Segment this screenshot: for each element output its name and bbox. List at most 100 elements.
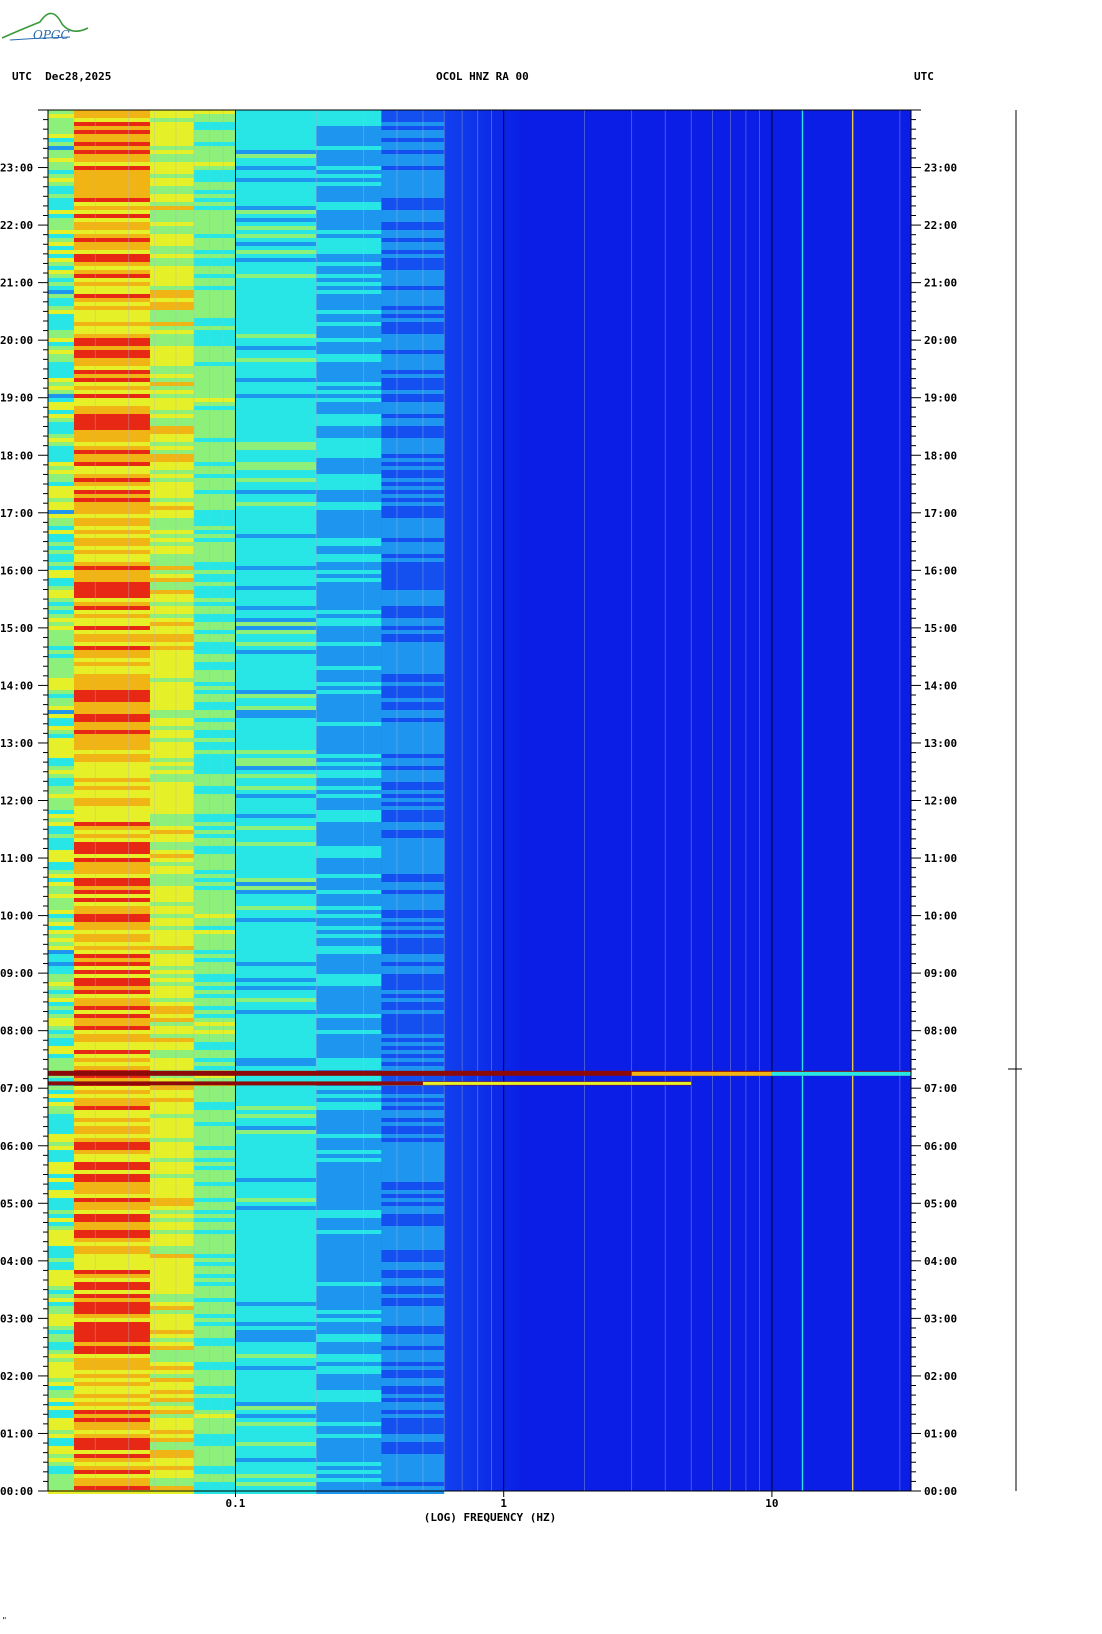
heat-cell — [149, 1134, 194, 1138]
heat-cell — [193, 610, 236, 614]
heat-cell — [48, 186, 74, 190]
heat-cell — [381, 1178, 445, 1182]
heat-cell — [48, 182, 74, 186]
heat-cell — [73, 690, 150, 694]
heat-cell — [48, 846, 74, 850]
heat-cell — [316, 474, 382, 478]
heat-cell — [149, 886, 194, 890]
heat-cell — [381, 1106, 445, 1110]
heat-cell — [48, 454, 74, 458]
heat-cell — [193, 534, 236, 538]
heat-cell — [235, 430, 317, 434]
heat-cell — [381, 266, 445, 270]
heat-cell — [193, 862, 236, 866]
heat-cell — [316, 286, 382, 290]
heat-cell — [316, 998, 382, 1002]
heat-cell — [73, 330, 150, 334]
heat-cell — [235, 714, 317, 718]
heat-cell — [73, 382, 150, 386]
heat-cell — [149, 1410, 194, 1414]
heat-cell — [149, 1238, 194, 1242]
heat-cell — [235, 966, 317, 970]
heat-cell — [193, 206, 236, 210]
heat-cell — [235, 438, 317, 442]
heat-cell — [235, 842, 317, 846]
heat-cell — [48, 1030, 74, 1034]
heat-cell — [235, 1382, 317, 1386]
heat-cell — [73, 478, 150, 482]
heat-cell — [316, 278, 382, 282]
heat-cell — [193, 602, 236, 606]
heat-cell — [73, 1126, 150, 1130]
heat-cell — [73, 614, 150, 618]
heat-cell — [316, 1374, 382, 1378]
heat-cell — [149, 470, 194, 474]
heat-cell — [73, 866, 150, 870]
heat-cell — [235, 414, 317, 418]
heat-cell — [149, 1350, 194, 1354]
heat-cell — [73, 1382, 150, 1386]
heat-cell — [149, 1254, 194, 1258]
heat-cell — [381, 114, 445, 118]
heat-cell — [73, 938, 150, 942]
heat-cell — [149, 1094, 194, 1098]
heat-cell — [235, 930, 317, 934]
heat-cell — [48, 850, 74, 854]
heat-cell — [48, 842, 74, 846]
y-tick-label-left: 02:00 — [0, 1370, 33, 1383]
y-tick-label-left: 07:00 — [0, 1082, 33, 1095]
heat-cell — [381, 1286, 445, 1290]
heat-cell — [193, 438, 236, 442]
heat-cell — [381, 1354, 445, 1358]
heat-cell — [193, 682, 236, 686]
heat-cell — [193, 594, 236, 598]
heat-cell — [73, 1298, 150, 1302]
heat-cell — [193, 122, 236, 126]
heat-cell — [316, 1182, 382, 1186]
heat-cell — [149, 198, 194, 202]
heat-cell — [381, 1210, 445, 1214]
heat-cell — [235, 1134, 317, 1138]
heat-cell — [193, 1442, 236, 1446]
heat-cell — [149, 734, 194, 738]
heat-cell — [316, 1338, 382, 1342]
heat-cell — [193, 1090, 236, 1094]
heat-cell — [73, 278, 150, 282]
heat-cell — [149, 1170, 194, 1174]
heat-cell — [381, 138, 445, 142]
heat-cell — [235, 402, 317, 406]
heat-cell — [193, 782, 236, 786]
heat-cell — [193, 426, 236, 430]
heat-cell — [316, 1266, 382, 1270]
heat-cell — [73, 1178, 150, 1182]
heat-cell — [235, 1086, 317, 1090]
heat-cell — [193, 358, 236, 362]
heat-cell — [73, 1166, 150, 1170]
heat-cell — [381, 1018, 445, 1022]
heat-cell — [193, 754, 236, 758]
heat-cell — [149, 702, 194, 706]
heat-cell — [48, 918, 74, 922]
y-tick-label-right: 06:00 — [924, 1140, 957, 1153]
heat-cell — [149, 726, 194, 730]
heat-cell — [381, 486, 445, 490]
heat-cell — [193, 826, 236, 830]
heat-cell — [149, 954, 194, 958]
heat-cell — [316, 806, 382, 810]
heat-cell — [381, 1470, 445, 1474]
heat-cell — [235, 938, 317, 942]
heat-cell — [73, 1294, 150, 1298]
heat-cell — [149, 1014, 194, 1018]
heat-cell — [193, 1318, 236, 1322]
heat-cell — [381, 194, 445, 198]
heat-cell — [149, 466, 194, 470]
heat-cell — [381, 866, 445, 870]
heat-cell — [193, 522, 236, 526]
heat-cell — [235, 682, 317, 686]
heat-cell — [381, 326, 445, 330]
heat-cell — [193, 1214, 236, 1218]
heat-cell — [149, 426, 194, 430]
heat-cell — [381, 550, 445, 554]
heat-cell — [149, 598, 194, 602]
heat-cell — [193, 462, 236, 466]
